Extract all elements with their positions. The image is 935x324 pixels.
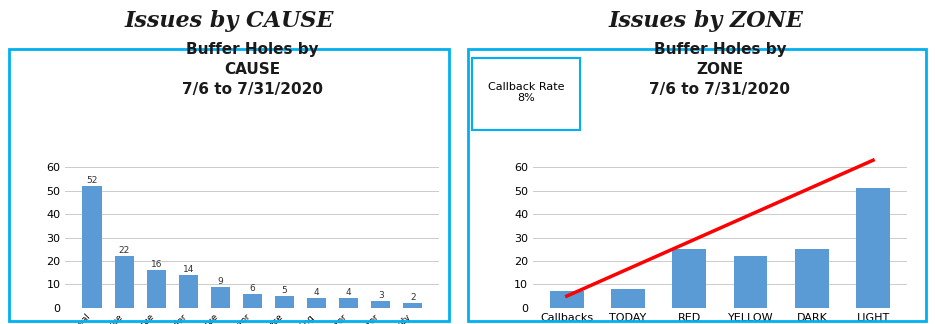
Text: Issues by ZONE: Issues by ZONE [609,10,803,32]
Bar [179,275,198,308]
Text: 52: 52 [86,176,98,185]
Text: Buffer Holes by
CAUSE
7/6 to 7/31/2020: Buffer Holes by CAUSE 7/6 to 7/31/2020 [182,42,323,97]
Bar [611,289,645,308]
Text: 2: 2 [410,293,416,302]
Bar [243,294,262,308]
Bar [275,296,295,308]
Bar [307,298,326,308]
Bar [734,256,768,308]
Text: 6: 6 [250,284,255,293]
Bar [795,249,828,308]
Bar [114,256,134,308]
Text: 9: 9 [218,277,223,285]
Bar [210,287,230,308]
Text: 16: 16 [151,260,162,269]
Text: Buffer Holes by
ZONE
7/6 to 7/31/2020: Buffer Holes by ZONE 7/6 to 7/31/2020 [650,42,790,97]
Text: 22: 22 [119,246,130,255]
Bar [339,298,358,308]
Bar [147,270,165,308]
Text: Issues by CAUSE: Issues by CAUSE [124,10,334,32]
Bar [550,291,583,308]
Bar [82,186,102,308]
Bar [856,188,890,308]
Bar [371,301,391,308]
Text: 4: 4 [314,288,320,297]
Text: 3: 3 [378,291,383,300]
Text: 4: 4 [346,288,352,297]
Text: 5: 5 [281,286,287,295]
Text: Callback Rate
8%: Callback Rate 8% [488,82,564,103]
Bar [403,303,423,308]
Text: 14: 14 [182,265,194,274]
Bar [672,249,706,308]
